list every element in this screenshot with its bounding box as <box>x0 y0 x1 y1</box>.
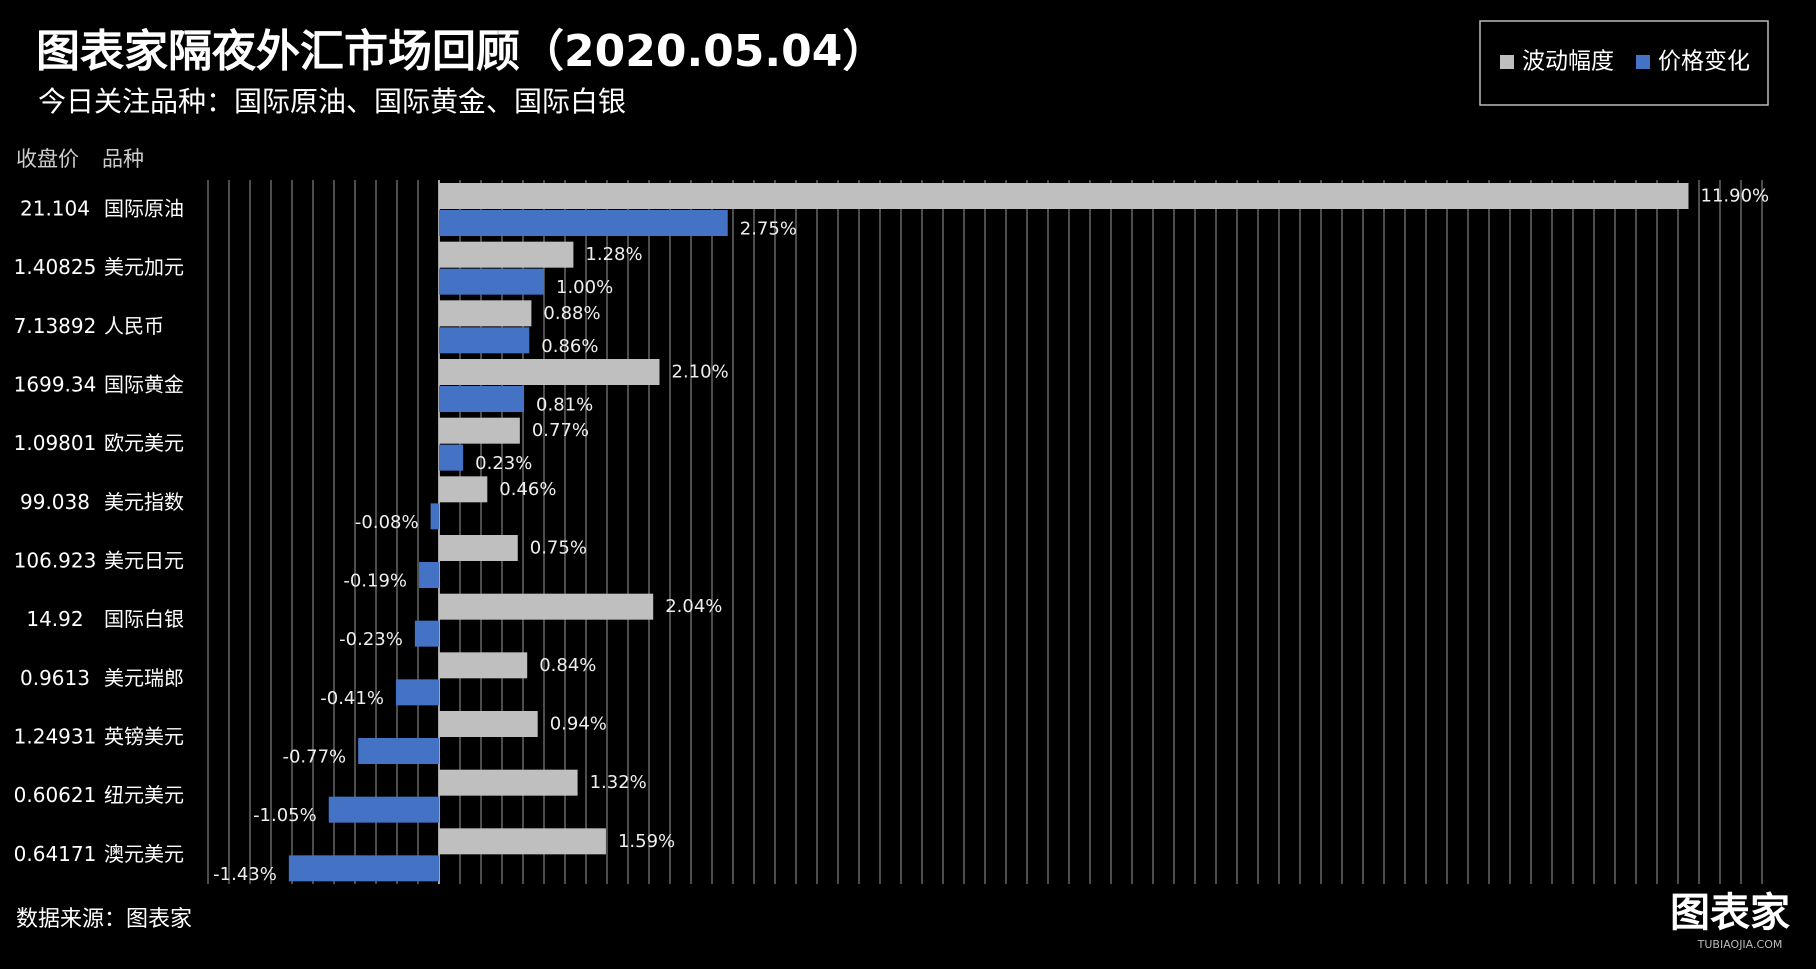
y-tick-label: 澳元美元 <box>104 842 184 866</box>
logo-sub: TUBIAOJIA.COM <box>1697 938 1783 951</box>
data-label: 1.32% <box>590 772 647 793</box>
price-label: 0.60621 <box>14 783 97 807</box>
bar <box>439 476 488 503</box>
y-tick-label: 纽元美元 <box>104 783 184 807</box>
price-label: 0.9613 <box>20 666 90 690</box>
y-tick-label: 美元指数 <box>104 490 184 514</box>
bar <box>358 738 439 764</box>
bar <box>430 503 439 530</box>
data-label: 0.86% <box>541 336 598 357</box>
data-label: -0.08% <box>355 512 419 533</box>
price-label: 1.09801 <box>14 431 97 455</box>
bar <box>414 620 439 647</box>
data-label: 0.88% <box>543 303 600 324</box>
bar <box>439 828 606 855</box>
price-label: 1699.34 <box>14 373 97 397</box>
bar <box>439 769 578 796</box>
bar <box>439 210 728 236</box>
y-tick-label: 国际白银 <box>104 607 184 631</box>
legend-label: 价格变化 <box>1658 49 1750 75</box>
data-label: 0.94% <box>550 714 607 735</box>
y-tick-label: 美元瑞郎 <box>104 666 184 690</box>
bar <box>439 359 660 385</box>
bar <box>439 593 654 620</box>
data-label: -0.77% <box>282 747 346 768</box>
y-tick-label: 美元加元 <box>104 255 184 279</box>
y-tick-label: 美元日元 <box>104 549 184 573</box>
price-label: 7.13892 <box>14 314 97 338</box>
source: 数据来源：图表家 <box>16 907 192 932</box>
category-header: 品种 <box>102 147 144 171</box>
bar <box>439 652 528 679</box>
price-label: 1.24931 <box>14 725 97 749</box>
data-label: 0.81% <box>536 395 593 416</box>
data-label: 0.75% <box>530 538 587 559</box>
bar <box>439 535 518 561</box>
bar <box>419 562 439 588</box>
data-label: 0.23% <box>475 453 532 474</box>
price-label: 21.104 <box>20 197 90 221</box>
bar <box>439 417 520 444</box>
legend-label: 波动幅度 <box>1522 49 1614 75</box>
bar <box>439 183 1689 209</box>
data-label: 1.59% <box>618 831 675 852</box>
data-label: 1.28% <box>585 244 642 265</box>
data-label: -1.05% <box>253 805 317 826</box>
bar <box>439 711 538 737</box>
data-label: 0.77% <box>532 420 589 441</box>
bar <box>439 327 530 354</box>
data-label: -0.19% <box>343 571 407 592</box>
data-label: 0.46% <box>499 479 556 500</box>
data-label: 2.75% <box>740 219 797 240</box>
data-label: -1.43% <box>213 864 277 885</box>
price-label: 14.92 <box>26 607 83 631</box>
legend-swatch <box>1500 55 1514 69</box>
bar <box>439 444 464 471</box>
data-label: 2.04% <box>665 596 722 617</box>
y-tick-label: 国际原油 <box>104 197 184 221</box>
legend-swatch <box>1636 55 1650 69</box>
bar <box>439 268 544 295</box>
bar <box>288 855 439 882</box>
legend-box <box>1479 20 1769 106</box>
logo: 图表家 <box>1670 890 1790 936</box>
bar <box>328 796 439 823</box>
y-tick-label: 英镑美元 <box>104 725 184 749</box>
y-tick-label: 国际黄金 <box>104 373 184 397</box>
data-label: 1.00% <box>556 277 613 298</box>
y-tick-label: 欧元美元 <box>104 431 184 455</box>
price-label: 0.64171 <box>14 842 97 866</box>
data-label: 11.90% <box>1701 186 1770 207</box>
data-label: 0.84% <box>539 655 596 676</box>
data-label: -0.23% <box>339 629 403 650</box>
price-label: 99.038 <box>20 490 90 514</box>
bar <box>395 679 439 706</box>
bar <box>439 241 574 268</box>
chart-title: 图表家隔夜外汇市场回顾（2020.05.04） <box>36 26 886 77</box>
price-label: 106.923 <box>14 549 97 573</box>
price-header: 收盘价 <box>16 147 79 171</box>
data-label: 2.10% <box>672 362 729 383</box>
data-label: -0.41% <box>320 688 384 709</box>
price-label: 1.40825 <box>14 255 97 279</box>
bar <box>439 300 532 327</box>
chart-subtitle: 今日关注品种：国际原油、国际黄金、国际白银 <box>38 85 626 118</box>
bar <box>439 386 525 412</box>
y-tick-label: 人民币 <box>104 314 164 338</box>
